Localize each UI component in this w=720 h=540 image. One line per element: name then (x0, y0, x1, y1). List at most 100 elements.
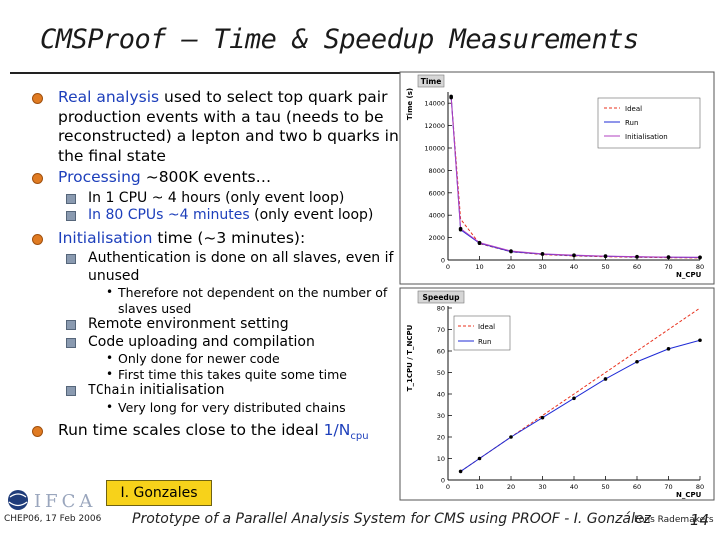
bullet-marker-icon (32, 233, 43, 245)
time-x-tick-label: 80 (696, 263, 704, 271)
title-divider (10, 72, 692, 74)
dot-marker-icon: • (106, 366, 114, 381)
time-x-tick-label: 30 (538, 263, 546, 271)
time-data-point (449, 95, 453, 100)
bullet-text: time (~3 minutes): (152, 228, 306, 247)
sub-bullet-tchain: TChain initialisation (30, 382, 400, 400)
time-y-tick-label: 2000 (428, 234, 445, 242)
speedup-y-tick-label: 50 (437, 369, 445, 377)
time-legend: Ideal Run Initialisation (597, 97, 701, 149)
speedup-y-tick-label: 30 (437, 412, 445, 420)
dot-marker-icon: • (106, 285, 114, 299)
dot-bullet-slaves: • Therefore not dependent on the number … (30, 285, 400, 316)
time-y-tick-label: 8000 (428, 167, 445, 175)
author-tooltip: I. Gonzales (106, 480, 212, 506)
sub-bullet-text: Authentication is done on all slaves, ev… (88, 250, 394, 284)
bullet-highlight: Processing (58, 168, 141, 186)
ifca-logo-icon: IFCA (8, 490, 92, 512)
time-data-point (572, 253, 576, 257)
time-x-tick-label: 20 (507, 263, 515, 271)
speedup-y-tick-label: 60 (437, 348, 445, 356)
dot-bullet-newer-code: • Only done for newer code (30, 351, 400, 367)
bullet-marker-icon (32, 93, 43, 104)
time-data-point (698, 255, 702, 260)
time-y-tick-label: 4000 (428, 212, 445, 220)
speedup-data-point (603, 377, 608, 381)
bullet-text: used to select top quark pair production… (58, 88, 399, 165)
sub-bullet-authentication: Authentication is done on all slaves, ev… (30, 250, 400, 285)
bullet-highlight: Initialisation (58, 228, 153, 247)
time-data-point (458, 226, 463, 231)
bullet-highlight: Real analysis (58, 88, 160, 106)
sub-bullet-text: (only event loop) (249, 207, 374, 223)
legend-init-label: Initialisation (625, 133, 668, 141)
speedup-data-point (698, 338, 702, 343)
sub-bullet-remote-env: Remote environment setting (30, 316, 400, 334)
sub-bullet-marker-icon (66, 337, 76, 348)
time-y-tick-label: 0 (441, 257, 445, 265)
speedup-legend: Ideal Run (453, 315, 511, 351)
bullet-list: Real analysis used to select top quark p… (30, 88, 400, 449)
bullet-marker-icon (32, 173, 43, 184)
dot-bullet-text: Very long for very distributed chains (118, 399, 346, 415)
speedup-x-tick-label: 80 (696, 483, 704, 491)
speedup-y-tick-label: 20 (437, 434, 445, 442)
sub-bullet-marker-icon (66, 211, 76, 221)
time-y-tick-label: 10000 (424, 145, 445, 153)
sub-bullet-text: Code uploading and compilation (88, 333, 315, 350)
time-x-tick-label: 40 (570, 263, 578, 271)
speedup-y-tick-label: 40 (437, 391, 445, 399)
time-data-point (666, 255, 671, 259)
sub-bullet-1cpu: In 1 CPU ~ 4 hours (only event loop) (30, 190, 400, 208)
legend-ideal-label: Ideal (478, 323, 495, 331)
dot-bullet-first-time: • First time this takes quite some time (30, 367, 400, 383)
speedup-y-tick-label: 70 (437, 326, 445, 334)
speedup-chart-title: Speedup (422, 293, 460, 302)
speedup-x-tick-label: 10 (475, 483, 483, 491)
legend-run-label: Run (478, 338, 491, 346)
time-series-group (449, 94, 702, 260)
bullet-processing: Processing ~800K events… (30, 168, 400, 188)
speedup-x-tick-label: 50 (601, 483, 609, 491)
dot-bullet-text: Only done for newer code (118, 351, 280, 366)
page-number: 14 (690, 511, 710, 529)
slide-title: CMSProof – Time & Speedup Measurements (40, 24, 639, 55)
dot-bullet-distributed: • Very long for very distributed chains (30, 400, 400, 416)
speedup-data-point (635, 359, 639, 364)
sub-bullet-text: In 1 CPU ~ 4 hours (only event loop) (88, 189, 345, 206)
footer-conference: CHEP06, 17 Feb 2006 (4, 514, 102, 524)
dot-bullet-text: First time this takes quite some time (118, 366, 347, 382)
time-x-axis-label: N_CPU (676, 271, 702, 279)
bullet-text: ~800K events… (140, 168, 272, 186)
sub-bullet-marker-icon (66, 193, 76, 204)
time-x-tick-label: 60 (633, 263, 641, 271)
time-ticks: 0 10 20 30 40 50 60 70 80 0 2000 4000 6000 8000 10000 1… (424, 100, 704, 271)
plots-figure: Time Time (s) 0 10 20 30 40 50 60 70 80020004000… (399, 71, 715, 501)
speedup-y-tick-label: 10 (437, 455, 445, 463)
sub-bullet-marker-icon (66, 320, 76, 330)
sub-bullet-code-upload: Code uploading and compilation (30, 334, 400, 352)
footer-talk-title: Prototype of a Parallel Analysis System … (132, 511, 651, 527)
time-series-initialisation-line (450, 97, 701, 258)
time-y-tick-label: 14000 (424, 100, 445, 108)
time-data-point (509, 249, 513, 253)
speedup-data-point (540, 415, 545, 420)
speedup-data-point (477, 456, 482, 461)
speedup-data-point (458, 469, 463, 474)
time-data-point (603, 254, 608, 258)
bullet-subscript: cpu (350, 431, 369, 443)
bullet-highlight: 1/N (323, 421, 351, 439)
speedup-x-tick-label: 40 (570, 483, 578, 491)
speedup-legend-box (453, 315, 511, 351)
time-x-tick-label: 0 (446, 263, 450, 271)
speedup-y-axis-label: T_1CPU / T_NCPU (406, 324, 414, 391)
sub-bullet-highlight: In 80 CPUs ~4 minutes (88, 207, 250, 223)
bullet-run-time: Run time scales close to the ideal 1/Ncp… (30, 421, 400, 447)
time-chart-title: Time (421, 77, 442, 86)
dot-bullet-text: Therefore not dependent on the number of… (118, 285, 388, 316)
time-data-point (477, 240, 482, 245)
bullet-real-analysis: Real analysis used to select top quark p… (30, 88, 400, 166)
time-title-box (417, 74, 445, 88)
time-x-tick-label: 50 (601, 263, 609, 271)
speedup-data-point (509, 435, 513, 439)
